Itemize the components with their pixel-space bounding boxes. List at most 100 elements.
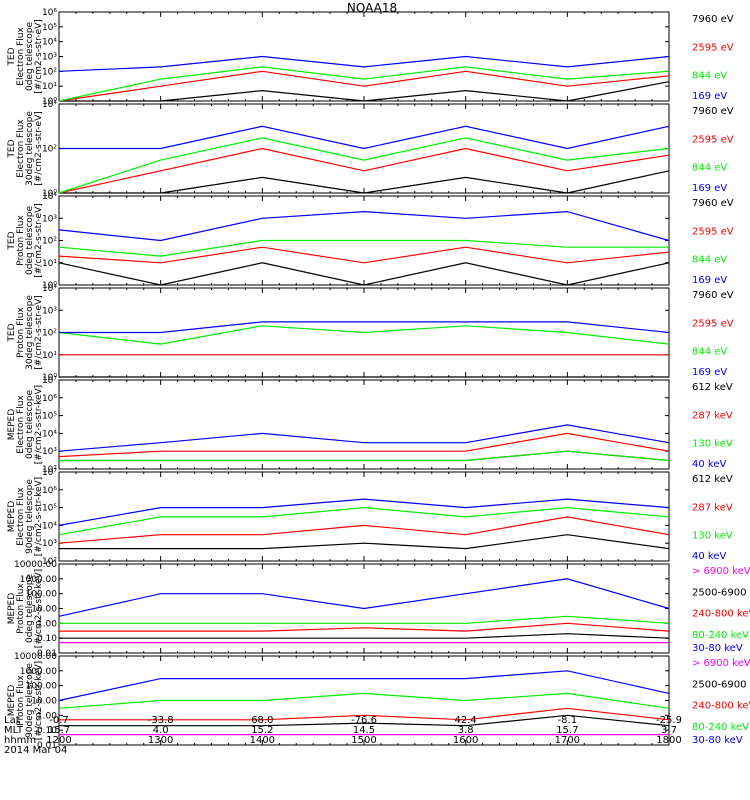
- y-axis-label: TED: [7, 231, 17, 250]
- y-tick-label: 10²: [42, 237, 57, 247]
- y-axis-label: [#/cm2-s-str-keV]: [34, 385, 44, 464]
- y-tick-label: 10⁴: [42, 100, 57, 110]
- series-line-2: [58, 246, 670, 264]
- y-tick-label: 10.00: [31, 605, 57, 615]
- y-tick-label: 1000.00: [20, 575, 57, 585]
- series-line-3: [58, 239, 669, 257]
- legend-entry: 844 eV: [692, 347, 727, 358]
- y-tick-label: 0.01: [37, 741, 57, 751]
- legend-entry: 240-800 keV: [692, 609, 750, 620]
- series-line-2: [58, 516, 670, 544]
- panel-1: 10⁰ 10¹ 10² 10³ 10⁴ 10⁵ 10⁶ TED Electron Flux 0de…: [7, 8, 734, 107]
- bottom-lat-value: -25.9: [656, 715, 682, 726]
- bottom-mlt-value: 15.7: [47, 725, 71, 736]
- y-axis-label: [#/cm2-s-str-eV]: [34, 203, 44, 278]
- series-line-1: [58, 262, 670, 286]
- y-tick-label: 10⁵: [42, 23, 57, 33]
- bottom-mlt-value: 15.2: [251, 725, 274, 736]
- figure-title: NOAA18: [347, 1, 397, 15]
- bottom-hhmm-value: 1300: [147, 735, 174, 746]
- series-line-4: [59, 321, 670, 334]
- bottom-lat-value: -0.7: [49, 715, 69, 726]
- y-axis-label: Electron Flux: [16, 395, 26, 454]
- bottom-mlt-value: 4.0: [152, 725, 169, 736]
- legend-entry: 7960 eV: [692, 14, 734, 25]
- y-tick-label: 10⁰: [42, 97, 57, 107]
- y-axis-label: 30deg telescope: [25, 295, 35, 370]
- legend-entry: 287 keV: [692, 410, 733, 421]
- bottom-lat-value: -76.6: [351, 715, 377, 726]
- bottom-mlt-value: 3.8: [457, 725, 474, 736]
- y-axis-label: 30deg telescope: [25, 111, 35, 186]
- bottom-lat-value: 42.4: [454, 715, 477, 726]
- legend-entry: 80-240 keV: [692, 630, 749, 641]
- legend-entry: 844 eV: [692, 163, 727, 174]
- series-line-3: [58, 325, 670, 345]
- y-tick-label: 10⁷: [42, 468, 57, 478]
- legend-entry: 80-240 keV: [692, 722, 749, 733]
- series-line-4: [58, 55, 670, 72]
- series-line-3: [59, 622, 670, 632]
- y-tick-label: 1.00: [37, 619, 57, 629]
- y-tick-label: 10⁰: [42, 189, 57, 199]
- y-axis-label: MEPED: [7, 501, 17, 533]
- y-tick-label: 10²: [42, 465, 57, 475]
- series-line-3: [59, 707, 670, 721]
- y-tick-label: 10000.00: [14, 652, 57, 662]
- y-tick-label: 10²: [42, 67, 57, 77]
- bottom-hhmm-value: 1600: [452, 735, 479, 746]
- series-line-2: [58, 147, 670, 194]
- y-tick-label: 10⁴: [42, 284, 57, 294]
- series-line-3: [58, 137, 670, 194]
- legend-entry: 169 eV: [692, 275, 727, 286]
- legend-entry: 169 eV: [692, 91, 727, 102]
- series-line-4: [58, 692, 670, 709]
- y-axis-label: TED: [7, 323, 17, 342]
- y-axis-label: Proton Flux: [16, 675, 26, 726]
- y-axis-label: Proton Flux: [16, 583, 26, 634]
- y-axis-label: 90deg telescope: [25, 479, 35, 554]
- panel-4: 10⁰ 10¹ 10² 10³ 10⁴ TED Proton Flux 30deg teles…: [7, 284, 734, 383]
- y-tick-label: 10²: [42, 145, 57, 155]
- y-axis-label: MEPED: [7, 685, 17, 717]
- series-line-2: [59, 633, 670, 639]
- y-axis-label: [#/cm2-s-str-keV]: [34, 661, 44, 740]
- legend-entry: > 6900 keV: [692, 566, 750, 577]
- legend-entry: 30-80 keV: [692, 643, 743, 654]
- y-axis-label: 0deg telescope: [25, 22, 35, 92]
- legend-entry: 612 keV: [692, 474, 733, 485]
- panel-frame: [58, 471, 670, 562]
- legend-entry: 7960 eV: [692, 106, 734, 117]
- legend-entry: 2500-6900: [692, 587, 747, 598]
- y-axis-label: 0deg telescope: [25, 390, 35, 460]
- bottom-lat-value: -8.1: [557, 715, 578, 726]
- series-line-1: [59, 534, 670, 550]
- y-tick-label: 10000.00: [14, 560, 57, 570]
- y-tick-label: 10²: [42, 329, 57, 339]
- y-tick-label: 0.10: [37, 634, 57, 644]
- panel-7: 0.01 0.10 1.00 10.00 100.00 1000.00 10000.00 ME…: [7, 560, 750, 659]
- bottom-hhmm-value: 1700: [554, 735, 581, 746]
- y-tick-label: 10⁵: [42, 412, 57, 422]
- y-tick-label: 100.00: [26, 590, 58, 600]
- series-line-4: [59, 125, 670, 150]
- y-tick-label: 10²: [42, 557, 57, 567]
- panel-8: 0.01 0.10 1.00 10.00 100.00 1000.00 10000.00 ME…: [7, 652, 750, 751]
- series-line-3: [59, 450, 670, 462]
- y-tick-label: 1.00: [37, 711, 57, 721]
- y-tick-label: 10¹: [42, 82, 57, 92]
- y-tick-label: 0.10: [37, 726, 57, 736]
- legend-entry: 40 keV: [692, 551, 726, 562]
- legend-entry: 2500-6900: [692, 679, 747, 690]
- y-axis-label: [#/cm2-s-str-eV]: [34, 19, 44, 94]
- y-axis-label: MEPED: [7, 409, 17, 441]
- bottom-mlt-value: 3.7: [661, 725, 677, 736]
- panel-frame: [58, 379, 670, 470]
- bottom-mlt-value: 14.5: [352, 725, 376, 736]
- series-line-1: [59, 81, 670, 102]
- mlt-row-label: MLT: [4, 725, 23, 736]
- y-tick-label: 10⁴: [42, 192, 57, 202]
- panel-2: 10⁰ 10² 10⁴ TED Electron Flux 30deg telescope…: [7, 100, 734, 199]
- y-tick-label: 10⁶: [42, 394, 57, 404]
